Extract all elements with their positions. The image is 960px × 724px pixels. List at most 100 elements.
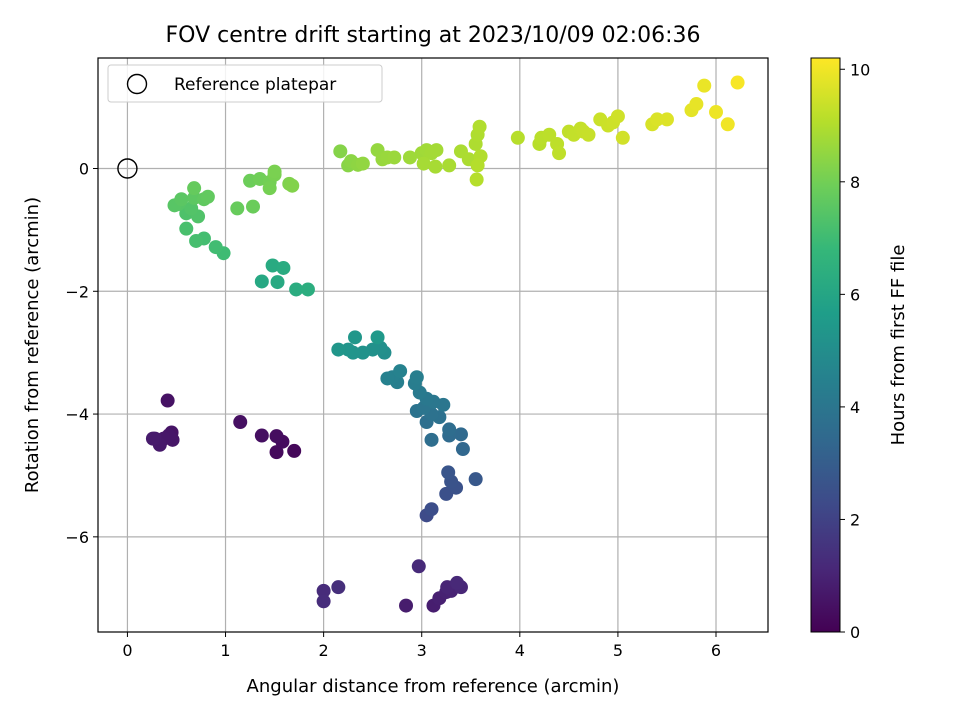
data-point xyxy=(262,181,277,196)
data-point xyxy=(697,78,712,93)
legend-entry-reference: Reference platepar xyxy=(174,75,336,95)
colorbar-tick-label: 2 xyxy=(850,510,860,529)
data-point xyxy=(730,75,745,90)
data-point xyxy=(230,201,245,216)
colorbar-tick-label: 6 xyxy=(850,285,860,304)
y-axis-label: Rotation from reference (arcmin) xyxy=(22,197,43,493)
data-point xyxy=(285,178,300,193)
data-point xyxy=(316,583,331,598)
colorbar-tick-label: 8 xyxy=(850,173,860,192)
data-point xyxy=(709,105,724,120)
data-point xyxy=(269,445,284,460)
data-point xyxy=(355,156,370,171)
colorbar: 0 2 4 6 8 10 Hours from first FF file xyxy=(810,57,909,642)
data-point xyxy=(615,130,630,145)
data-point xyxy=(208,240,223,255)
data-point xyxy=(450,575,465,590)
data-point xyxy=(245,199,260,214)
data-point xyxy=(341,342,356,357)
x-axis-ticks: 0 1 2 3 4 5 6 xyxy=(122,632,721,660)
x-tick-label: 4 xyxy=(515,641,525,660)
data-point xyxy=(387,150,402,165)
data-point xyxy=(441,465,456,480)
data-point xyxy=(145,431,160,446)
colorbar-tick-label: 10 xyxy=(850,60,870,79)
data-point xyxy=(370,330,385,345)
data-point xyxy=(650,112,665,127)
x-tick-label: 3 xyxy=(417,641,427,660)
data-point xyxy=(254,274,269,289)
x-tick-label: 6 xyxy=(711,641,721,660)
data-point xyxy=(411,559,426,574)
legend-reference-marker xyxy=(126,73,148,95)
x-tick-label: 0 xyxy=(122,641,132,660)
data-point xyxy=(265,258,280,273)
data-point xyxy=(276,260,291,275)
x-tick-label: 5 xyxy=(613,641,623,660)
data-point xyxy=(453,427,468,442)
legend: Reference platepar xyxy=(107,64,383,103)
data-point xyxy=(267,164,282,179)
colorbar-label: Hours from first FF file xyxy=(888,245,909,446)
data-point xyxy=(287,443,302,458)
legend-box xyxy=(107,64,383,103)
data-point xyxy=(472,119,487,134)
data-point xyxy=(189,233,204,248)
data-point xyxy=(468,472,483,487)
colorbar-gradient xyxy=(811,58,840,632)
y-axis-ticks: −6 −4 −2 0 xyxy=(65,160,98,547)
data-point xyxy=(424,432,439,447)
data-point xyxy=(179,221,194,236)
data-point xyxy=(254,428,269,443)
data-point xyxy=(355,345,370,360)
data-point xyxy=(689,97,704,112)
data-point xyxy=(348,330,363,345)
data-point xyxy=(552,146,567,161)
y-tick-label: −2 xyxy=(65,282,89,301)
data-point xyxy=(233,415,248,430)
data-point xyxy=(331,580,346,595)
data-point xyxy=(380,371,395,386)
colorbar-ticks: 0 2 4 6 8 10 xyxy=(840,60,870,642)
data-point xyxy=(316,594,331,609)
data-point xyxy=(269,429,284,444)
data-point xyxy=(659,112,674,127)
data-point xyxy=(720,117,735,132)
data-point xyxy=(429,143,444,158)
data-point xyxy=(333,144,348,159)
chart-title: FOV centre drift starting at 2023/10/09 … xyxy=(166,23,701,48)
data-point xyxy=(409,370,424,385)
data-point xyxy=(510,130,525,145)
data-point xyxy=(442,422,457,437)
data-point xyxy=(399,598,414,613)
colorbar-tick-label: 0 xyxy=(850,623,860,642)
colorbar-tick-label: 4 xyxy=(850,398,860,417)
y-tick-label: −4 xyxy=(65,405,89,424)
reference-platepar-marker xyxy=(117,158,138,179)
data-point xyxy=(300,282,315,297)
data-point xyxy=(270,275,285,290)
x-tick-label: 2 xyxy=(319,641,329,660)
y-tick-label: −6 xyxy=(65,528,89,547)
data-point xyxy=(393,364,408,379)
plot-frame xyxy=(97,57,769,633)
data-point xyxy=(469,172,484,187)
data-point xyxy=(455,442,470,457)
data-point xyxy=(424,502,439,517)
data-point xyxy=(581,127,596,142)
data-point xyxy=(542,127,557,142)
x-axis-label: Angular distance from reference (arcmin) xyxy=(247,676,620,697)
data-point xyxy=(331,342,346,357)
data-point xyxy=(442,158,457,173)
data-point xyxy=(610,109,625,124)
data-point xyxy=(174,192,189,207)
data-point xyxy=(200,189,215,204)
data-point xyxy=(470,158,485,173)
data-point xyxy=(416,156,431,171)
data-point xyxy=(289,282,304,297)
data-point xyxy=(402,150,417,165)
data-point xyxy=(160,393,175,408)
x-tick-label: 1 xyxy=(220,641,230,660)
